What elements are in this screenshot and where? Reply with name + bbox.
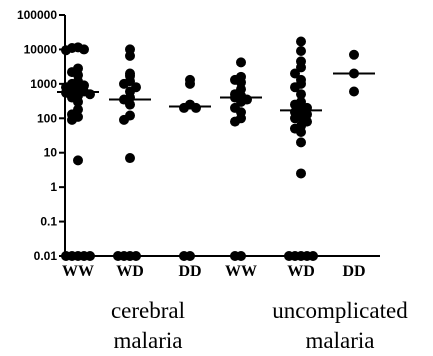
category-label: DD xyxy=(342,263,365,280)
y-tick-label: 0.1 xyxy=(40,215,57,229)
data-point xyxy=(230,116,240,127)
data-point xyxy=(290,82,300,93)
category-label: WD xyxy=(116,263,144,280)
data-point xyxy=(185,78,195,89)
category-labels: WW WD DD WW WD DD xyxy=(62,263,366,280)
data-point xyxy=(125,99,135,110)
data-point xyxy=(85,89,95,100)
y-tick-label: 0.01 xyxy=(34,249,58,263)
category-label: WW xyxy=(62,263,94,280)
data-point xyxy=(67,114,77,125)
data-point xyxy=(296,36,306,47)
median-lines xyxy=(57,72,375,112)
y-axis-ticks: 0.01 0.1 1 10 100 1000 10000 100000 xyxy=(17,8,65,263)
data-point xyxy=(131,251,141,261)
data-point xyxy=(73,155,83,166)
data-point xyxy=(284,251,294,261)
y-tick-label: 100 xyxy=(37,111,57,125)
data-point xyxy=(79,44,89,55)
data-point xyxy=(125,153,135,164)
category-label: WD xyxy=(287,263,315,280)
data-point xyxy=(349,49,359,60)
group-label: malaria xyxy=(114,328,183,353)
data-points xyxy=(61,36,359,261)
data-point xyxy=(296,46,306,57)
data-point xyxy=(61,251,71,261)
axes xyxy=(64,15,380,257)
data-point xyxy=(61,45,71,56)
y-tick-label: 1000 xyxy=(30,77,57,91)
data-point xyxy=(230,251,240,261)
data-point xyxy=(296,137,306,148)
data-point xyxy=(296,89,306,100)
data-point xyxy=(296,168,306,179)
data-point xyxy=(236,57,246,68)
data-point xyxy=(308,251,318,261)
data-point xyxy=(290,68,300,79)
y-tick-label: 100000 xyxy=(17,8,57,22)
data-point xyxy=(73,96,83,107)
y-tick-label: 10 xyxy=(44,146,58,160)
group-label: cerebral xyxy=(111,298,185,323)
data-point xyxy=(191,102,201,113)
data-point xyxy=(179,251,189,261)
group-labels: cerebral malaria uncomplicated malaria xyxy=(111,298,408,353)
data-point xyxy=(349,86,359,97)
category-label: WW xyxy=(225,263,257,280)
group-label: malaria xyxy=(306,328,375,353)
y-tick-label: 10000 xyxy=(24,42,58,56)
category-label: DD xyxy=(178,263,201,280)
data-point xyxy=(290,113,300,124)
data-point xyxy=(113,251,123,261)
data-point xyxy=(119,78,129,89)
data-point xyxy=(296,126,306,137)
data-point xyxy=(119,114,129,125)
y-tick-label: 1 xyxy=(50,180,57,194)
group-label: uncomplicated xyxy=(272,298,408,323)
data-point xyxy=(85,251,95,261)
data-point xyxy=(125,50,135,61)
data-point xyxy=(179,102,189,113)
